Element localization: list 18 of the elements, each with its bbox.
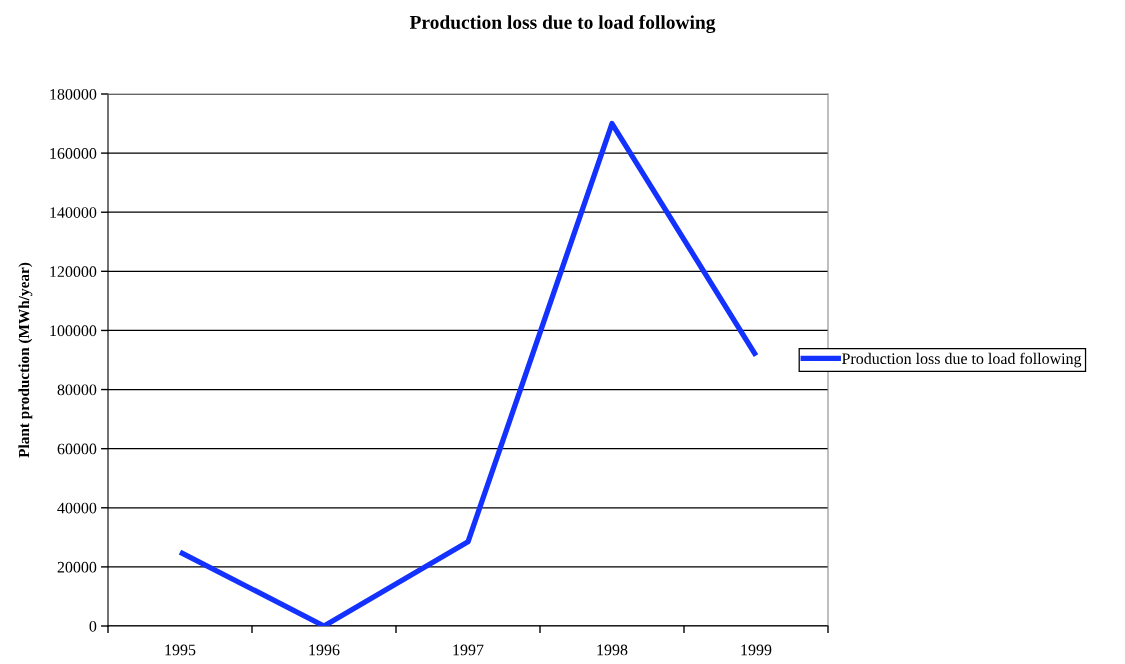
y-tick-label: 120000	[50, 266, 97, 278]
x-tick-label: 1995	[165, 644, 196, 656]
y-tick-label: 180000	[50, 88, 97, 100]
x-tick-label: 1998	[597, 644, 628, 656]
y-tick-label: 160000	[50, 148, 97, 159]
chart-title: Production loss due to load following	[409, 15, 716, 33]
x-tick-label: 1999	[741, 644, 772, 656]
x-tick-label: 1996	[309, 644, 340, 656]
y-tick-label: 40000	[57, 502, 97, 514]
x-tick-label: 1997	[453, 644, 484, 656]
y-tick-label: 60000	[57, 443, 97, 455]
y-tick-label: 0	[89, 620, 97, 632]
y-axis-title: Plant production (MWh/year)	[18, 262, 33, 458]
y-tick-label: 80000	[57, 384, 97, 396]
y-tick-label: 140000	[50, 207, 97, 218]
y-tick-label: 20000	[57, 561, 97, 573]
y-tick-label: 100000	[50, 325, 97, 337]
legend-label: Production loss due to load following	[841, 352, 1082, 368]
